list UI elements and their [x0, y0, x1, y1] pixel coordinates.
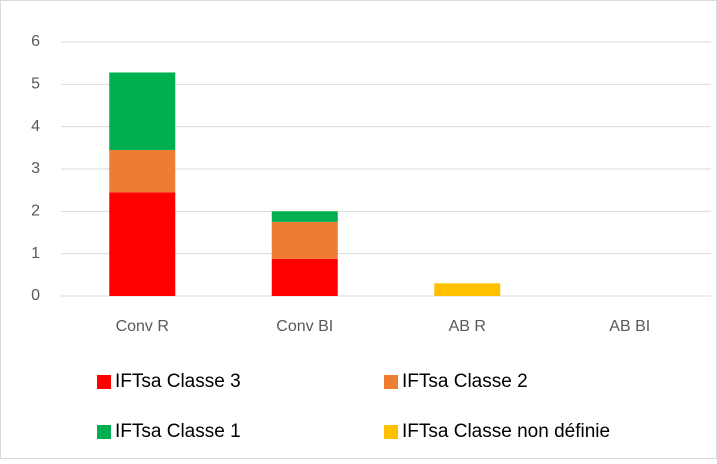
y-tick-label: 4: [31, 118, 40, 135]
bar-segment: [271, 211, 338, 222]
x-tick-label: AB BI: [609, 318, 650, 335]
legend-label: IFTsa Classe 1: [115, 421, 241, 442]
y-tick-label: 2: [31, 203, 40, 220]
bar-segment: [434, 283, 501, 296]
bar-segment: [271, 258, 338, 296]
legend-label: IFTsa Classe 3: [115, 371, 241, 392]
legend-label: IFTsa Classe non définie: [402, 421, 610, 442]
x-tick-label: Conv R: [116, 318, 169, 335]
legend-swatch: [384, 425, 398, 439]
y-tick-label: 3: [31, 160, 40, 177]
x-tick-label: Conv BI: [276, 318, 333, 335]
legend-label: IFTsa Classe 2: [402, 371, 528, 392]
legend-swatch: [97, 425, 111, 439]
bar-segment: [271, 221, 338, 259]
y-tick-label: 0: [31, 287, 40, 304]
legend-swatch: [97, 375, 111, 389]
y-tick-label: 5: [31, 76, 40, 93]
bar-segment: [109, 192, 176, 296]
legend-swatch: [384, 375, 398, 389]
bar-segment: [109, 149, 176, 193]
y-tick-label: 1: [31, 245, 40, 262]
bar-segment: [109, 72, 176, 150]
y-tick-label: 6: [31, 33, 40, 50]
x-tick-label: AB R: [449, 318, 486, 335]
